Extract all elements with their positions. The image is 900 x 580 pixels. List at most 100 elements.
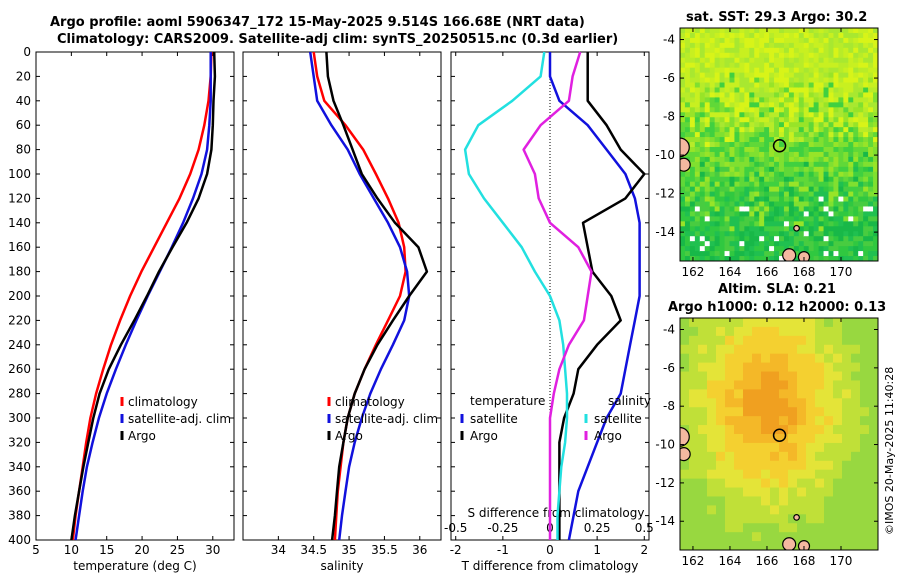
x-tick-label: 36 <box>412 543 427 557</box>
y-tick-label: 20 <box>16 69 31 83</box>
series-salinity-argo <box>522 51 593 540</box>
map-frame <box>679 317 879 551</box>
legend-entry: climatology <box>335 395 405 409</box>
map-y-tick-label: -6 <box>663 71 675 85</box>
x-tick-label: 34.5 <box>300 543 327 557</box>
land-mass <box>782 537 797 550</box>
x-tick-label: 20 <box>134 543 149 557</box>
map-x-tick-label: 166 <box>756 265 779 279</box>
legend-title-temperature: temperature <box>470 394 545 408</box>
y-tick-label: 160 <box>8 240 31 254</box>
legend-entry: Argo <box>128 429 156 443</box>
land-mass <box>680 157 691 172</box>
s-tick-label: 0.5 <box>635 521 654 535</box>
y-tick-label: 280 <box>8 387 31 401</box>
legend-entry: satellite-adj. clim <box>335 412 438 426</box>
y-tick-label: 320 <box>8 435 31 449</box>
series-salinity-satellite <box>463 51 569 540</box>
y-tick-label: 180 <box>8 265 31 279</box>
y-tick-label: 360 <box>8 484 31 498</box>
x-tick-label: -2 <box>450 543 462 557</box>
map-x-tick-label: 170 <box>830 265 853 279</box>
map-y-tick-label: -4 <box>663 323 675 337</box>
y-tick-label: 380 <box>8 509 31 523</box>
plot-frame <box>35 51 235 541</box>
legend-entry: satellite <box>594 412 642 426</box>
series-temperature-satellite <box>548 52 641 541</box>
x-axis-label: salinity <box>320 559 363 573</box>
land-mass <box>797 250 811 261</box>
x-tick-label: 35.5 <box>371 543 398 557</box>
y-tick-label: 220 <box>8 313 31 327</box>
x-tick-label: 35 <box>341 543 356 557</box>
sst-map-title: sat. SST: 29.3 Argo: 30.2 <box>686 10 868 25</box>
panel-salinity: 34 34.5 35 35.5 36 salinity climatology satelli… <box>242 51 442 573</box>
map-y-tick-label: -8 <box>663 110 675 124</box>
legend-entry: Argo <box>594 429 622 443</box>
panel-temperature: 0 20 40 60 80 100 120 140 160 180 200 220 240 260 280 3… <box>8 45 235 573</box>
salinity-diff-axis-label: S difference from climatology <box>468 506 645 520</box>
y-tick-label: 200 <box>8 289 31 303</box>
series-argo <box>325 51 429 541</box>
x-tick-label: 0 <box>546 543 554 557</box>
map-x-tick-label: 170 <box>830 554 853 568</box>
x-axis-label: T difference from climatology <box>461 559 639 573</box>
figure-title-line-1: Argo profile: aoml 5906347_172 15-May-20… <box>50 15 585 30</box>
map-field <box>680 28 878 261</box>
argo-float-marker <box>772 428 787 442</box>
y-tick-label: 60 <box>16 118 31 132</box>
map-y-tick-label: -14 <box>655 514 675 528</box>
y-tick-label: 80 <box>16 143 31 157</box>
map-x-tick-label: 164 <box>719 554 742 568</box>
land-mass <box>782 248 797 261</box>
x-tick-label: -1 <box>497 543 509 557</box>
legend-entry: Argo <box>470 429 498 443</box>
y-tick-label: 0 <box>23 45 31 59</box>
x-tick-label: 1 <box>593 543 601 557</box>
map-x-tick-label: 162 <box>682 265 705 279</box>
map-x-tick-label: 164 <box>719 265 742 279</box>
s-tick-label: 0.25 <box>584 521 611 535</box>
land-mass <box>680 447 691 462</box>
map-y-tick-label: -12 <box>655 476 675 490</box>
map-x-tick-label: 168 <box>793 265 816 279</box>
x-tick-label: 2 <box>640 543 648 557</box>
legend-entry: satellite <box>470 412 518 426</box>
s-tick-label: -0.5 <box>444 521 467 535</box>
map-x-tick-label: 166 <box>756 554 779 568</box>
x-tick-label: 25 <box>170 543 185 557</box>
x-tick-label: 5 <box>32 543 40 557</box>
argo-float-marker <box>772 138 787 153</box>
map-y-tick-label: -14 <box>655 225 675 239</box>
figure-title-line-2: Climatology: CARS2009. Satellite-adj cli… <box>57 32 619 47</box>
y-tick-label: 400 <box>8 533 31 547</box>
x-tick-label: 10 <box>64 543 79 557</box>
y-tick-label: 260 <box>8 362 31 376</box>
y-tick-label: 340 <box>8 460 31 474</box>
panel-sla_map: 162 164 166 168 170 -4 -6 -8 -10 -12 -14 <box>655 317 879 568</box>
y-tick-label: 120 <box>8 191 31 205</box>
y-tick-label: 300 <box>8 411 31 425</box>
map-frame <box>679 27 879 262</box>
map-x-tick-label: 168 <box>793 554 816 568</box>
y-tick-label: 40 <box>16 94 31 108</box>
map-y-tick-label: -12 <box>655 187 675 201</box>
plot-frame <box>242 51 442 541</box>
y-tick-label: 240 <box>8 338 31 352</box>
y-tick-label: 100 <box>8 167 31 181</box>
map-y-tick-label: -6 <box>663 361 675 375</box>
argo-height-title: Argo h1000: 0.12 h2000: 0.13 <box>668 300 887 315</box>
y-tick-label: 140 <box>8 216 31 230</box>
x-tick-label: 30 <box>205 543 220 557</box>
map-x-tick-label: 162 <box>682 554 705 568</box>
series-temperature-argo <box>558 52 646 540</box>
map-y-tick-label: -8 <box>663 399 675 413</box>
legend-entry: Argo <box>335 429 363 443</box>
panel-difference: -2 -1 0 1 2T difference from climatology S di… <box>444 51 654 573</box>
map-y-tick-label: -10 <box>655 148 675 162</box>
x-tick-label: 15 <box>99 543 114 557</box>
land-mass <box>793 224 800 232</box>
sla-map-title: Altim. SLA: 0.21 <box>718 282 836 297</box>
land-mass <box>793 514 800 521</box>
